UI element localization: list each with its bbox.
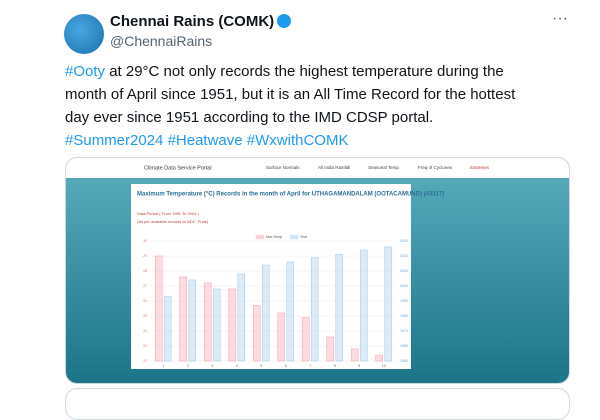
- chart-panel: [131, 184, 411, 369]
- legend-swatch: [289, 234, 299, 240]
- more-menu[interactable]: ···: [552, 10, 568, 27]
- bar: [237, 273, 246, 362]
- tweet-text: #Ooty at 29°C not only records the highe…: [65, 60, 535, 152]
- y2-tick-label: 1970: [400, 329, 408, 333]
- chart-title: Maximum Temperature (°C) Records in the …: [137, 192, 444, 198]
- bar: [310, 257, 319, 362]
- bar: [203, 282, 212, 362]
- portal-title: Climate Data Service Portal: [144, 165, 212, 171]
- bar: [384, 246, 393, 362]
- y2-tick-label: 1980: [400, 314, 408, 318]
- y-tick-label: 28: [143, 269, 147, 273]
- y2-tick-label: 2030: [400, 239, 408, 243]
- x-tick-label: 3: [211, 364, 213, 368]
- x-tick-label: 10: [382, 364, 386, 368]
- x-tick-label: 6: [285, 364, 287, 368]
- nav-item: Surface Normals: [266, 165, 300, 170]
- next-card: [65, 388, 570, 420]
- bar: [154, 255, 163, 362]
- y-tick-label: 30: [143, 239, 147, 243]
- y-tick-label: 22: [143, 359, 147, 363]
- avatar[interactable]: [64, 14, 104, 54]
- y2-tick-label: 2010: [400, 269, 408, 273]
- legend-swatch: [255, 234, 265, 240]
- author[interactable]: Chennai Rains (COMK): [110, 13, 292, 30]
- chart-image: Climate Data Service Portal Maximum Temp…: [66, 158, 569, 383]
- x-tick-label: 4: [236, 364, 238, 368]
- hashtag[interactable]: #Heatwave: [167, 132, 243, 149]
- author-name[interactable]: Chennai Rains (COMK): [110, 13, 275, 30]
- bar: [252, 305, 261, 362]
- nav-item: All India Rainfall: [318, 165, 350, 170]
- bar: [286, 261, 295, 362]
- x-tick-label: 1: [162, 364, 164, 368]
- y-tick-label: 27: [143, 284, 147, 288]
- media[interactable]: Climate Data Service Portal Maximum Temp…: [65, 157, 570, 384]
- bar: [163, 296, 172, 362]
- bar: [359, 249, 368, 362]
- y2-tick-label: 1950: [400, 359, 408, 363]
- bar: [179, 276, 188, 362]
- y-tick-label: 25: [143, 314, 147, 318]
- bar: [261, 264, 270, 362]
- nav-item: Freq of Cyclones: [418, 165, 453, 170]
- x-tick-label: 9: [358, 364, 360, 368]
- x-tick-label: 5: [260, 364, 262, 368]
- y2-tick-label: 2000: [400, 284, 408, 288]
- bar: [188, 279, 197, 362]
- hashtag[interactable]: #Ooty: [65, 63, 106, 80]
- bar: [335, 254, 344, 362]
- bar: [326, 336, 335, 362]
- y2-tick-label: 1960: [400, 344, 408, 348]
- nav-item: Seasonal Temp: [368, 165, 399, 170]
- y-tick-label: 23: [143, 344, 147, 348]
- y2-tick-label: 1990: [400, 299, 408, 303]
- handle[interactable]: @ChennaiRains: [110, 33, 213, 49]
- bar: [277, 312, 286, 362]
- chart-subtitle: Data Period ( From 1951 To 2024 ): [137, 211, 199, 216]
- y-tick-label: 26: [143, 299, 147, 303]
- x-tick-label: 2: [187, 364, 189, 368]
- y-tick-label: 29: [143, 254, 147, 258]
- nav-item: Extremes: [470, 165, 490, 170]
- x-tick-label: 7: [309, 364, 311, 368]
- bar: [350, 348, 359, 362]
- bar: [228, 288, 237, 362]
- bar: [212, 288, 221, 362]
- hashtag[interactable]: #WxwithCOMK: [246, 132, 349, 149]
- page: Chennai Rains (COMK) @ChennaiRains ··· #…: [64, 10, 570, 420]
- bar: [375, 354, 384, 362]
- x-tick-label: 8: [334, 364, 336, 368]
- legend-label: Year: [300, 235, 308, 239]
- hashtag[interactable]: #Summer2024: [65, 132, 164, 149]
- nav-bar: [66, 158, 569, 178]
- bar: [301, 317, 310, 362]
- verified-badge: [277, 14, 292, 28]
- chart-note: (As per available records at NDC, Pune): [137, 219, 209, 224]
- text: at 29°C not only records the highest tem…: [65, 63, 516, 126]
- legend-label: Max Temp: [266, 235, 282, 239]
- y2-tick-label: 2020: [400, 254, 408, 258]
- y-tick-label: 24: [143, 329, 147, 333]
